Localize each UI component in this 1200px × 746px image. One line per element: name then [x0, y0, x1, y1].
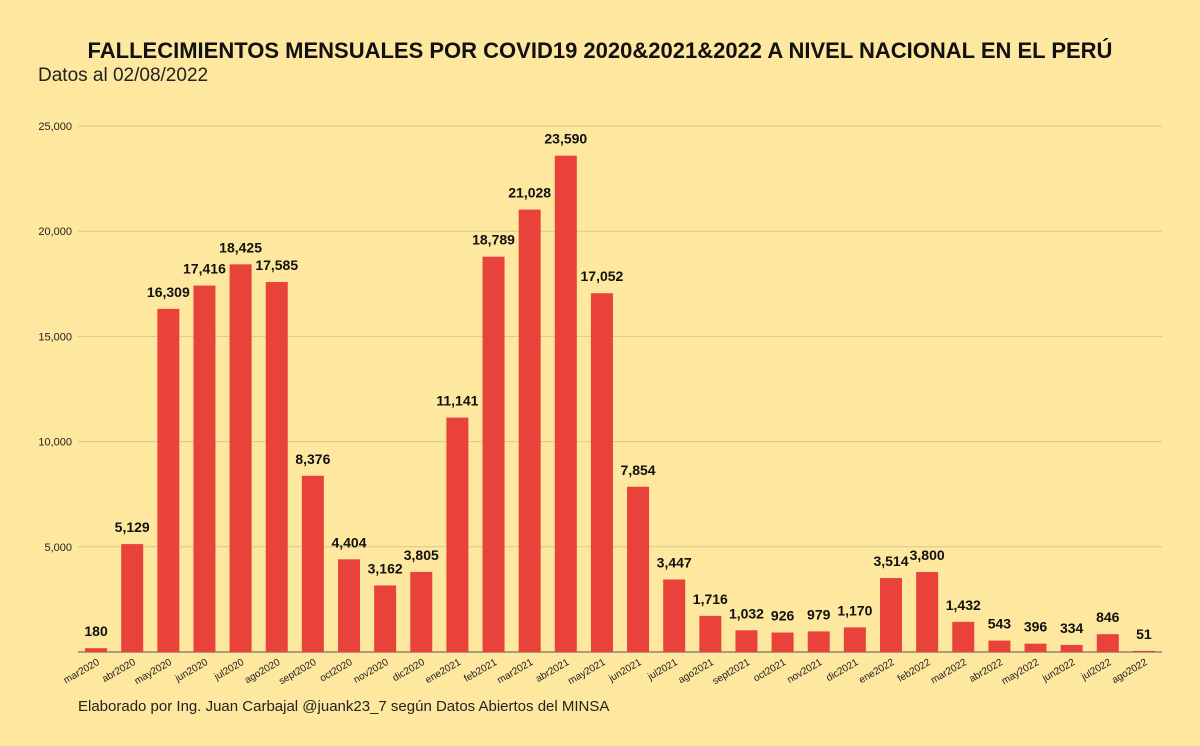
bar	[952, 621, 975, 652]
data-label: 21,028	[508, 185, 551, 201]
data-label: 16,309	[147, 284, 190, 300]
x-tick-label: jul2020	[212, 657, 247, 683]
x-tick-label: ago2021	[677, 657, 717, 686]
bar	[916, 572, 939, 652]
x-tick-label: dic2020	[391, 657, 427, 684]
x-tick-label: jul2021	[645, 657, 680, 683]
bar	[446, 417, 469, 652]
bar	[807, 631, 830, 652]
bar	[482, 256, 505, 652]
bar	[410, 571, 433, 652]
data-label: 18,789	[472, 232, 515, 248]
bar	[338, 559, 360, 652]
data-label: 17,052	[581, 268, 624, 284]
x-tick-label: jul2022	[1079, 657, 1114, 683]
x-tick-label: feb2021	[462, 657, 499, 685]
x-tick-label: ago2020	[243, 657, 283, 686]
x-tick-label: may2022	[1000, 657, 1042, 687]
bar	[265, 282, 288, 652]
x-tick-label: oct2020	[318, 657, 355, 685]
bar	[699, 615, 722, 652]
y-tick-label: 10,000	[38, 437, 72, 449]
data-label: 23,590	[544, 131, 587, 147]
x-tick-label: jun2022	[1040, 657, 1078, 685]
bar	[229, 264, 252, 652]
data-label: 846	[1096, 609, 1120, 625]
x-tick-label: oct2021	[752, 657, 789, 685]
data-label: 180	[84, 623, 108, 639]
bar	[193, 285, 216, 652]
x-tick-label: ene2022	[857, 657, 897, 686]
data-label: 51	[1136, 626, 1152, 642]
bar	[85, 648, 108, 652]
x-tick-label: may2021	[566, 657, 608, 687]
data-label: 8,376	[295, 451, 330, 467]
data-label: 1,032	[729, 605, 764, 621]
bar	[1132, 650, 1155, 652]
bar	[590, 293, 613, 652]
data-label: 979	[807, 606, 831, 622]
data-label: 18,425	[219, 239, 262, 255]
data-label: 17,416	[183, 261, 226, 277]
bar	[301, 475, 324, 652]
x-tick-label: abr2020	[100, 657, 138, 685]
bar	[1024, 643, 1047, 652]
chart-title: FALLECIMIENTOS MENSUALES POR COVID19 202…	[87, 38, 1113, 63]
x-tick-label: may2020	[133, 657, 175, 687]
x-tick-label: nov2021	[785, 657, 824, 686]
x-tick-label: dic2021	[825, 657, 861, 684]
data-label: 17,585	[255, 257, 298, 273]
data-label: 3,800	[910, 547, 945, 563]
x-tick-label: ene2021	[424, 657, 464, 686]
bar	[663, 579, 686, 652]
bar	[1096, 634, 1119, 652]
bar	[554, 155, 577, 653]
x-tick-label: jun2020	[173, 657, 211, 685]
data-label: 1,716	[693, 591, 728, 607]
y-tick-label: 15,000	[38, 331, 72, 343]
data-label: 3,514	[873, 553, 908, 569]
x-tick-label: mar2022	[929, 657, 969, 686]
x-tick-label: abr2021	[534, 657, 572, 685]
data-label: 396	[1024, 619, 1048, 635]
data-label: 543	[988, 616, 1012, 632]
data-label: 7,854	[621, 462, 656, 478]
bar	[121, 544, 144, 652]
y-tick-label: 20,000	[38, 226, 72, 238]
data-label: 3,805	[404, 547, 439, 563]
y-tick-label: 5,000	[44, 542, 72, 554]
data-label: 3,447	[657, 554, 692, 570]
bar	[988, 640, 1011, 652]
x-tick-label: sept2021	[711, 657, 753, 687]
data-label: 334	[1060, 620, 1084, 636]
bar	[735, 630, 758, 652]
bar	[843, 627, 866, 652]
data-label: 1,432	[946, 597, 981, 613]
chart-footer: Elaborado por Ing. Juan Carbajal @juank2…	[78, 698, 610, 715]
x-tick-label: feb2022	[896, 657, 933, 685]
x-tick-label: nov2020	[352, 657, 391, 686]
x-tick-label: sept2020	[277, 657, 319, 687]
bar	[157, 308, 180, 652]
x-tick-label: mar2021	[495, 657, 535, 686]
x-tick-label: ago2022	[1110, 657, 1150, 686]
bar	[374, 585, 397, 652]
x-tick-label: abr2022	[968, 657, 1006, 685]
y-tick-label: 25,000	[38, 121, 72, 133]
bar	[771, 632, 794, 652]
data-label: 3,162	[368, 560, 403, 576]
bar	[518, 209, 541, 653]
x-tick-label: mar2020	[62, 657, 102, 686]
bar	[627, 486, 650, 652]
x-tick-label: jun2021	[606, 657, 644, 685]
data-label: 1,170	[837, 602, 872, 618]
data-label: 926	[771, 608, 795, 624]
data-label: 4,404	[331, 534, 366, 550]
chart-subtitle: Datos al 02/08/2022	[38, 65, 209, 86]
data-label: 5,129	[115, 519, 150, 535]
bar	[880, 578, 902, 652]
data-label: 11,141	[436, 393, 478, 409]
bar	[1060, 644, 1083, 652]
